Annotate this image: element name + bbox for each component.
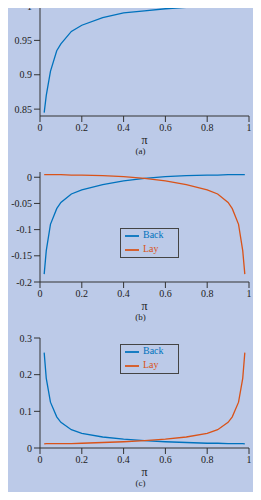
svg-text:0: 0 [27,172,32,183]
svg-text:0: 0 [38,454,43,465]
svg-text:0.8: 0.8 [201,288,214,299]
svg-text:-0.2: -0.2 [16,277,32,288]
svg-text:π: π [141,299,147,312]
svg-text:0.6: 0.6 [159,122,172,133]
svg-text:0: 0 [38,122,43,133]
svg-text:0.9: 0.9 [20,69,33,80]
svg-text:0.1: 0.1 [20,406,33,417]
html-text:(b): (b) [135,312,146,322]
svg-text:-0.05: -0.05 [11,198,32,209]
svg-text:0.2: 0.2 [76,122,89,133]
svg-text:π: π [141,465,147,478]
svg-text:0.6: 0.6 [159,288,172,299]
svg-text:0.6: 0.6 [159,454,172,465]
html-text:Lay: Lay [143,359,159,371]
svg-text:1: 1 [27,8,32,12]
svg-text:0.2: 0.2 [76,454,89,465]
html-text:Back: Back [143,345,164,357]
html-text:Lay: Lay [143,243,159,255]
svg-text:-0.15: -0.15 [11,250,32,261]
html-text:(a): (a) [135,146,146,156]
svg-text:0.2: 0.2 [76,288,89,299]
svg-text:π: π [141,133,147,146]
svg-text:-0.1: -0.1 [16,224,32,235]
svg-text:0.4: 0.4 [117,122,130,133]
svg-text:1: 1 [247,454,252,465]
svg-text:0.2: 0.2 [20,369,33,380]
html-text:(c): (c) [135,478,146,488]
svg-text:0.8: 0.8 [201,122,214,133]
svg-text:0.3: 0.3 [20,333,33,344]
svg-text:0.8: 0.8 [201,454,214,465]
svg-text:0.4: 0.4 [117,454,130,465]
svg-text:0: 0 [27,443,32,454]
svg-text:0.95: 0.95 [15,35,33,46]
svg-text:0: 0 [38,288,43,299]
svg-text:1: 1 [247,122,252,133]
svg-text:1: 1 [247,288,252,299]
svg-text:0.4: 0.4 [117,288,130,299]
html-text:Back: Back [143,229,164,241]
svg-text:0.85: 0.85 [15,104,33,115]
